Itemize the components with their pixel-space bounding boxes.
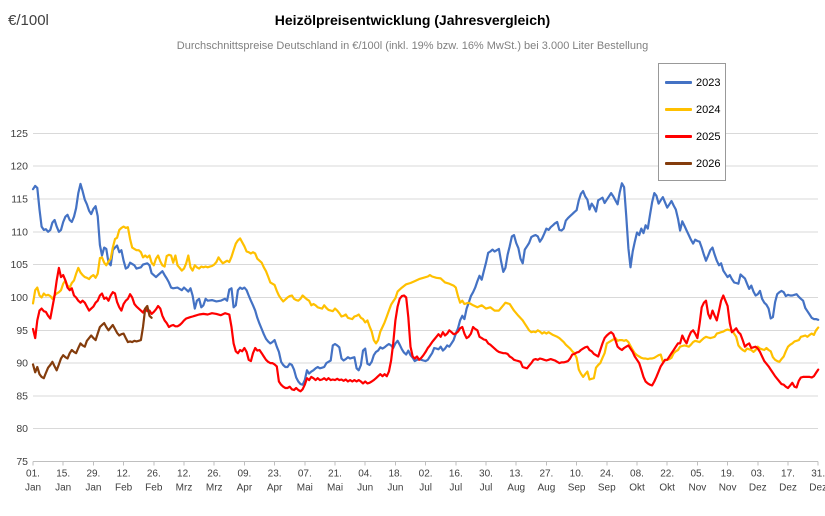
svg-text:Nov: Nov — [689, 483, 707, 494]
svg-text:Sep: Sep — [598, 483, 616, 494]
svg-text:24.: 24. — [600, 469, 614, 480]
svg-text:16.: 16. — [449, 469, 463, 480]
svg-text:Jan: Jan — [25, 483, 41, 494]
svg-text:Apr: Apr — [267, 483, 283, 494]
legend-item-2025: 2025 — [665, 123, 725, 150]
svg-text:26.: 26. — [147, 469, 161, 480]
svg-text:31.: 31. — [811, 469, 825, 480]
svg-text:85: 85 — [16, 390, 28, 402]
svg-text:Feb: Feb — [145, 483, 163, 494]
svg-text:115: 115 — [11, 194, 28, 206]
svg-text:09.: 09. — [237, 469, 251, 480]
legend-label: 2026 — [696, 157, 721, 170]
svg-text:95: 95 — [16, 325, 28, 337]
svg-text:07.: 07. — [298, 469, 312, 480]
svg-text:Jan: Jan — [85, 483, 101, 494]
svg-text:Jun: Jun — [387, 483, 403, 494]
series-color-swatch-2024 — [665, 108, 692, 111]
svg-text:120: 120 — [10, 161, 28, 173]
series-color-swatch-2023 — [665, 81, 692, 84]
svg-text:Mrz: Mrz — [176, 483, 193, 494]
svg-text:21.: 21. — [328, 469, 342, 480]
svg-text:100: 100 — [10, 292, 28, 304]
svg-text:15.: 15. — [56, 469, 70, 480]
svg-text:Okt: Okt — [629, 483, 645, 494]
chart-title: Heizölpreisentwicklung (Jahresvergleich) — [274, 12, 551, 28]
svg-text:08.: 08. — [630, 469, 644, 480]
svg-text:Mai: Mai — [327, 483, 343, 494]
svg-text:75: 75 — [16, 456, 28, 468]
svg-text:125: 125 — [10, 128, 28, 140]
svg-text:Sep: Sep — [568, 483, 586, 494]
svg-text:Jul: Jul — [419, 483, 432, 494]
svg-text:105: 105 — [10, 259, 28, 271]
svg-text:26.: 26. — [207, 469, 221, 480]
svg-text:22.: 22. — [660, 469, 674, 480]
svg-text:27.: 27. — [539, 469, 553, 480]
svg-text:Aug: Aug — [507, 483, 525, 494]
svg-text:18.: 18. — [388, 469, 402, 480]
series-line-2023 — [31, 182, 820, 386]
chart-subtitle: Durchschnittspreise Deutschland in €/100… — [176, 40, 649, 52]
svg-text:05.: 05. — [690, 469, 704, 480]
gridlines — [33, 132, 819, 462]
series-line-2026 — [31, 304, 153, 380]
svg-text:Jun: Jun — [357, 483, 373, 494]
svg-text:Dez: Dez — [779, 483, 797, 494]
svg-text:Jul: Jul — [480, 483, 493, 494]
svg-text:13.: 13. — [509, 469, 523, 480]
legend-label: 2023 — [696, 76, 721, 89]
svg-text:01.: 01. — [26, 469, 40, 480]
svg-text:Apr: Apr — [237, 483, 253, 494]
y-axis-unit-label: €/100l — [8, 12, 49, 29]
svg-text:17.: 17. — [781, 469, 795, 480]
svg-text:10.: 10. — [570, 469, 584, 480]
legend-item-2024: 2024 — [665, 96, 725, 123]
chart-legend: 2023 2024 2025 2026 — [658, 63, 726, 181]
legend-item-2026: 2026 — [665, 150, 725, 177]
svg-text:Nov: Nov — [719, 483, 737, 494]
svg-text:02.: 02. — [419, 469, 433, 480]
x-axis-labels: 01. Jan 15. Jan 29. Jan 12. Feb 26. Feb 12. Mrz 26. M… — [25, 469, 825, 494]
svg-text:Aug: Aug — [538, 483, 556, 494]
svg-text:Jan: Jan — [55, 483, 71, 494]
svg-text:03.: 03. — [751, 469, 765, 480]
svg-text:29.: 29. — [86, 469, 100, 480]
svg-text:90: 90 — [16, 358, 28, 370]
svg-text:Dez: Dez — [809, 483, 825, 494]
svg-text:80: 80 — [16, 423, 28, 435]
svg-text:Dez: Dez — [749, 483, 767, 494]
x-axis — [32, 461, 819, 466]
svg-text:Okt: Okt — [659, 483, 675, 494]
svg-text:Mai: Mai — [297, 483, 313, 494]
svg-text:04.: 04. — [358, 469, 372, 480]
svg-text:23.: 23. — [268, 469, 282, 480]
svg-text:110: 110 — [11, 226, 28, 238]
legend-label: 2024 — [696, 103, 721, 116]
svg-text:Mrz: Mrz — [206, 483, 223, 494]
legend-label: 2025 — [696, 130, 721, 143]
svg-text:12.: 12. — [177, 469, 191, 480]
series-line-2025 — [31, 266, 820, 393]
series-line-2024 — [31, 225, 820, 381]
svg-text:12.: 12. — [117, 469, 131, 480]
y-axis-labels: 75 80 85 90 95 100 105 110 115 120 125 — [10, 128, 28, 468]
svg-text:19.: 19. — [721, 469, 735, 480]
svg-text:30.: 30. — [479, 469, 493, 480]
svg-text:Feb: Feb — [115, 483, 133, 494]
series-color-swatch-2026 — [665, 162, 692, 165]
legend-item-2023: 2023 — [665, 69, 725, 96]
series-color-swatch-2025 — [665, 135, 692, 138]
svg-text:Jul: Jul — [449, 483, 462, 494]
